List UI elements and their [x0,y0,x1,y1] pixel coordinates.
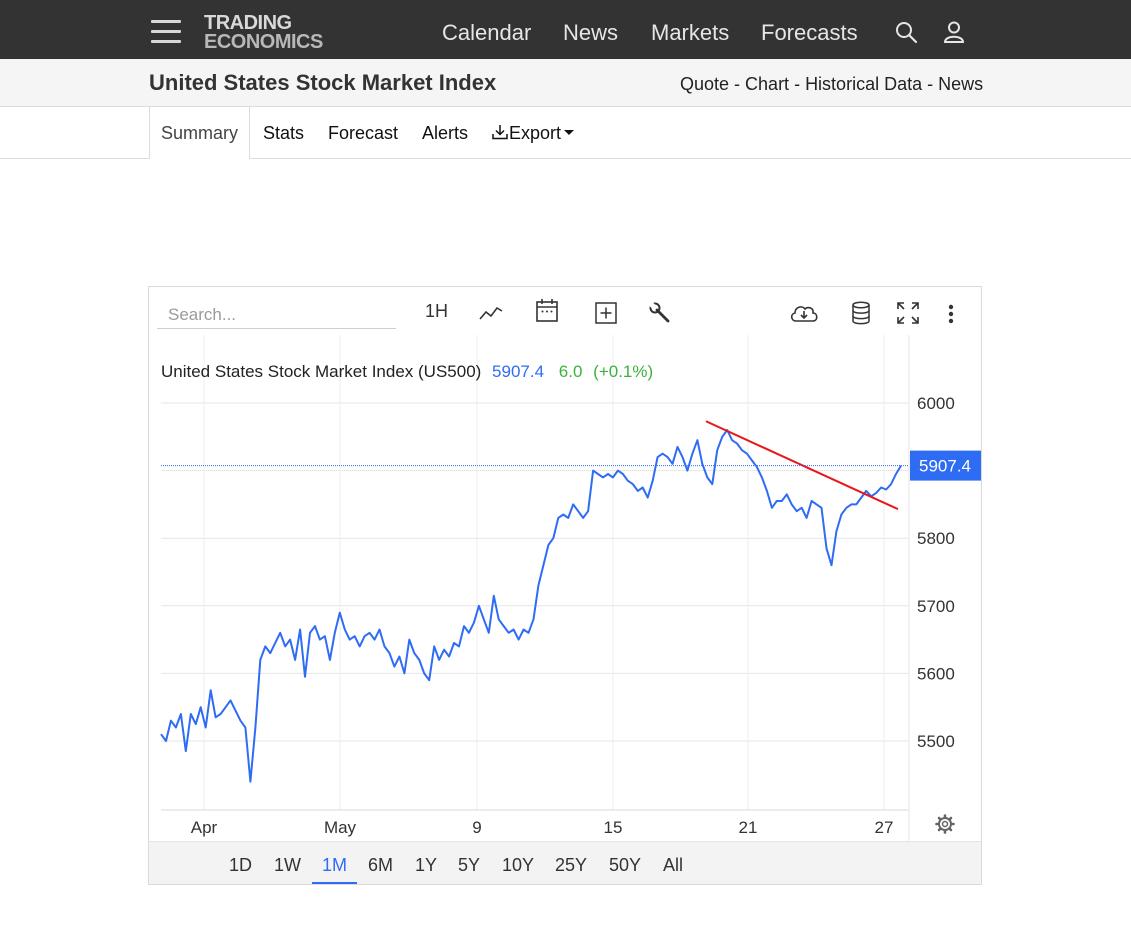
breadcrumb: Quote - Chart - Historical Data - News [680,74,984,94]
range-10y[interactable]: 10Y [502,855,535,875]
x-tick-label: 21 [739,818,758,837]
fullscreen-icon[interactable] [896,299,920,327]
range-1w[interactable]: 1W [274,855,301,875]
page-title: United States Stock Market Index [149,70,497,95]
more-options-icon[interactable] [946,301,956,329]
calendar-icon[interactable] [535,297,559,325]
range-all[interactable]: All [663,855,684,875]
crumb-news[interactable]: News [938,74,984,94]
chart-change: 6.0 [559,362,583,381]
price-chart[interactable]: United States Stock Market Index (US500)… [149,335,981,843]
database-icon[interactable] [850,299,872,327]
download-icon [492,125,508,140]
price-label: 5907.4 [919,457,971,476]
range-6m[interactable]: 6M [368,855,394,875]
title-bar: United States Stock Market Index Quote -… [0,59,1131,107]
range-1d[interactable]: 1D [229,855,253,875]
interval-button[interactable]: 1H [425,301,449,321]
nav-news[interactable]: News [563,20,619,45]
x-tick-label: May [324,818,357,837]
series-line [160,429,902,783]
tabs-bar: Summary Stats Forecast Alerts Export [0,107,1131,159]
user-icon[interactable] [942,20,966,44]
chart-last-value: 5907.4 [492,362,544,381]
tab-forecast[interactable]: Forecast [328,123,399,143]
range-selector: 1D 1W 1M 6M 1Y 5Y 10Y 25Y 50Y All [149,841,981,884]
wrench-icon[interactable] [648,299,672,327]
top-navbar: TRADING ECONOMICS Calendar News Markets … [0,0,1131,59]
tab-stats[interactable]: Stats [263,123,305,143]
range-25y[interactable]: 25Y [555,855,588,875]
y-tick-label: 5700 [917,597,955,616]
chart-change-pct: (+0.1%) [593,362,653,381]
search-icon[interactable] [894,20,918,44]
range-active-indicator [312,882,357,884]
nav-markets[interactable]: Markets [651,20,730,45]
chart-panel: 1H [148,286,982,885]
x-tick-label: Apr [191,818,218,837]
y-tick-label: 5500 [917,732,955,751]
menu-icon[interactable] [151,20,181,44]
settings-icon[interactable] [935,814,955,834]
export-label: Export [509,123,562,143]
crumb-historical-data[interactable]: Historical Data [805,74,923,94]
symbol-search-input[interactable] [157,297,396,329]
range-5y[interactable]: 5Y [458,855,481,875]
svg-text:United States Stock Market Ind: United States Stock Market Index (US500)… [161,362,653,381]
tab-summary[interactable]: Summary [149,107,250,159]
cloud-download-icon[interactable] [789,299,819,327]
chevron-down-icon [564,130,575,136]
nav-forecasts[interactable]: Forecasts [761,20,858,45]
crumb-quote[interactable]: Quote [680,74,730,94]
chart-title: United States Stock Market Index (US500) [161,362,481,381]
compare-add-icon[interactable] [594,299,618,327]
y-tick-label: 6000 [917,394,955,413]
logo[interactable]: TRADING ECONOMICS [204,12,323,53]
line-chart-type-icon[interactable] [478,299,504,327]
x-tick-label: 15 [604,818,623,837]
range-50y[interactable]: 50Y [609,855,642,875]
y-tick-label: 5800 [917,529,955,548]
nav-calendar[interactable]: Calendar [442,20,532,45]
tab-alerts[interactable]: Alerts [422,123,469,143]
range-1y[interactable]: 1Y [415,855,438,875]
x-tick-label: 9 [472,818,481,837]
tab-export[interactable]: Export [491,123,575,144]
range-1m[interactable]: 1M [322,855,348,875]
price-label-badge [910,450,981,481]
y-tick-label: 5600 [917,664,955,683]
logo-line2: ECONOMICS [204,31,323,53]
logo-line1: TRADING [204,12,292,34]
x-tick-label: 27 [875,818,894,837]
crumb-chart[interactable]: Chart [745,74,790,94]
